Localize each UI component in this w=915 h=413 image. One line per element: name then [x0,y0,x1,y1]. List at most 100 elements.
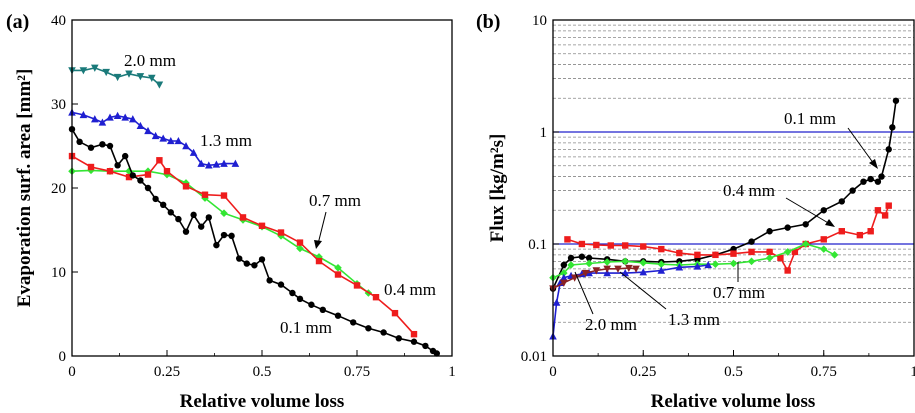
panel-a-point-2-0-mm [91,64,99,72]
panel-b-x-tick-label: 0.5 [724,364,743,380]
panel-a-y-tick-label: 40 [51,13,66,29]
panel-b-point-0-1-mm [889,124,896,131]
panel-b-point-1-3-mm [704,260,713,269]
panel-a-point-1-3-mm [159,134,167,142]
panel-a-point-0-4-mm [106,168,114,175]
panel-b-point-0-7-mm [567,261,575,269]
panel-b-point-0-7-mm [657,260,666,269]
panel-a-point-0-1-mm [129,172,136,179]
panel-a-point-0-1-mm [319,306,326,313]
panel-b-point-0-1-mm [560,261,568,269]
panel-a-point-1-3-mm [144,126,152,135]
panel-a-point-0-1-mm [243,260,250,267]
panel-b-point-0-4-mm [607,242,614,249]
panel-b-point-1-3-mm [560,273,568,281]
panel-b-point-0-1-mm [885,146,892,153]
panel-a-x-tick-label: 0.25 [154,364,180,380]
panel-a-point-0-1-mm [152,195,159,203]
panel-b-point-0-4-mm [730,250,737,257]
panel-a-point-0-4-mm [258,222,266,229]
panel-b-point-0-4-mm [784,267,791,274]
panel-b-point-0-7-mm [819,245,828,253]
panel-b-point-2-0-mm [625,264,633,273]
panel-b-point-0-4-mm [622,242,629,249]
panel-a-point-0-1-mm [144,184,152,192]
panel-a-point-0-1-mm [122,152,129,160]
panel-a-annotation-0-4mm: 0.4 mm [384,280,436,299]
panel-b-point-2-0-mm [592,267,601,275]
panel-b-point-0-4-mm [640,243,647,250]
panel-b-point-0-4-mm [885,202,892,209]
panel-b-arrow-0-4mm [785,197,831,225]
panel-a-annotation-2mm: 2.0 mm [124,51,176,70]
panel-a-point-0-4-mm [277,229,285,236]
panel-a-point-0-1-mm [266,277,273,284]
panel-a-point-0-1-mm [251,262,258,269]
panel-a-point-0-1-mm [308,301,315,308]
panel-b-plot-area [549,97,900,340]
panel-a-x-tick-label: 1 [448,364,456,380]
panel-b-point-2-0-mm [603,265,611,273]
panel-b-point-0-4-mm [867,228,874,235]
panel-b-point-0-4-mm [838,228,845,235]
panel-a-point-0-1-mm [137,177,144,184]
panel-a-point-1-3-mm [129,115,137,123]
panel-a-plot-area [68,64,440,357]
panel-b-y-tick-label: 0.1 [528,237,547,253]
panel-a-label: (a) [6,11,29,33]
panel-b-annotation-0-4mm: 0.4 mm [723,181,775,200]
panel-a-point-0-7-mm [220,209,228,217]
panel-a-point-0-1-mm [296,295,304,303]
panel-b-point-1-3-mm [639,268,648,276]
panel-b-ticks: 0 0.25 0.5 0.75 1 0.01 0.1 1 10 [521,13,915,380]
panel-a-point-1-3-mm [167,136,175,145]
panel-a-point-2-0-mm [136,73,145,81]
panel-a-point-0-1-mm [182,228,190,235]
panel-a-point-0-1-mm [365,325,372,332]
panel-a-point-0-1-mm [190,211,197,219]
panel-b-point-0-1-mm [820,207,827,214]
panel-b-leader-1-3mm [619,271,667,310]
panel-b-annotation-1-3mm: 1.3 mm [668,310,720,329]
panel-a-point-0-1-mm [380,329,387,336]
panel-a-annotation-0-7mm: 0.7 mm [309,191,361,210]
panel-b-point-0-4-mm [578,240,586,248]
panel-a-point-2-0-mm [79,67,88,75]
panel-a-y-tick-label: 10 [51,265,66,281]
panel-b-series-2-0-mm [549,264,640,293]
panel-a-point-0-1-mm [433,350,440,357]
panel-b-series-1-3-mm [549,260,713,340]
panel-a-point-0-1-mm [236,255,243,262]
panel-a-point-0-4-mm [156,157,163,164]
panel-a-point-0-1-mm [213,241,220,249]
panel-b-point-0-1-mm [860,178,867,185]
panel-b-y-tick-label: 10 [532,13,547,29]
panel-a-point-0-4-mm [296,239,304,246]
panel-a-point-0-4-mm [353,282,361,289]
panel-a-point-1-3-mm [151,131,160,140]
panel-a-point-0-1-mm [422,342,429,350]
panel-b-point-1-3-mm [552,298,561,306]
panel-b-point-0-4-mm [791,248,799,256]
panel-a-point-0-4-mm [220,192,228,199]
panel-b-point-0-7-mm [639,258,648,267]
panel-b-point-0-1-mm [838,198,845,205]
panel-b-point-0-4-mm [712,251,719,259]
panel-b-point-0-7-mm [729,259,738,268]
panel-b-series-0-7-mm [549,240,839,282]
panel-a-point-0-1-mm [334,312,342,319]
panel-b-x-axis-title: Relative volume loss [651,391,816,412]
panel-b-point-0-7-mm [585,259,593,268]
panel-a-point-2-0-mm [102,68,110,77]
panel-b-point-0-4-mm [593,241,600,249]
panel-a-point-0-4-mm [125,173,133,181]
panel-a-point-1-3-mm [212,160,221,168]
panel-a-point-0-4-mm [87,163,95,171]
panel-b-x-tick-label: 0.25 [630,364,656,380]
panel-a-point-1-3-mm [231,159,240,167]
panel-a-point-0-1-mm [228,232,235,240]
panel-a-point-1-3-mm [121,113,129,121]
panel-a-point-0-4-mm [239,214,247,221]
